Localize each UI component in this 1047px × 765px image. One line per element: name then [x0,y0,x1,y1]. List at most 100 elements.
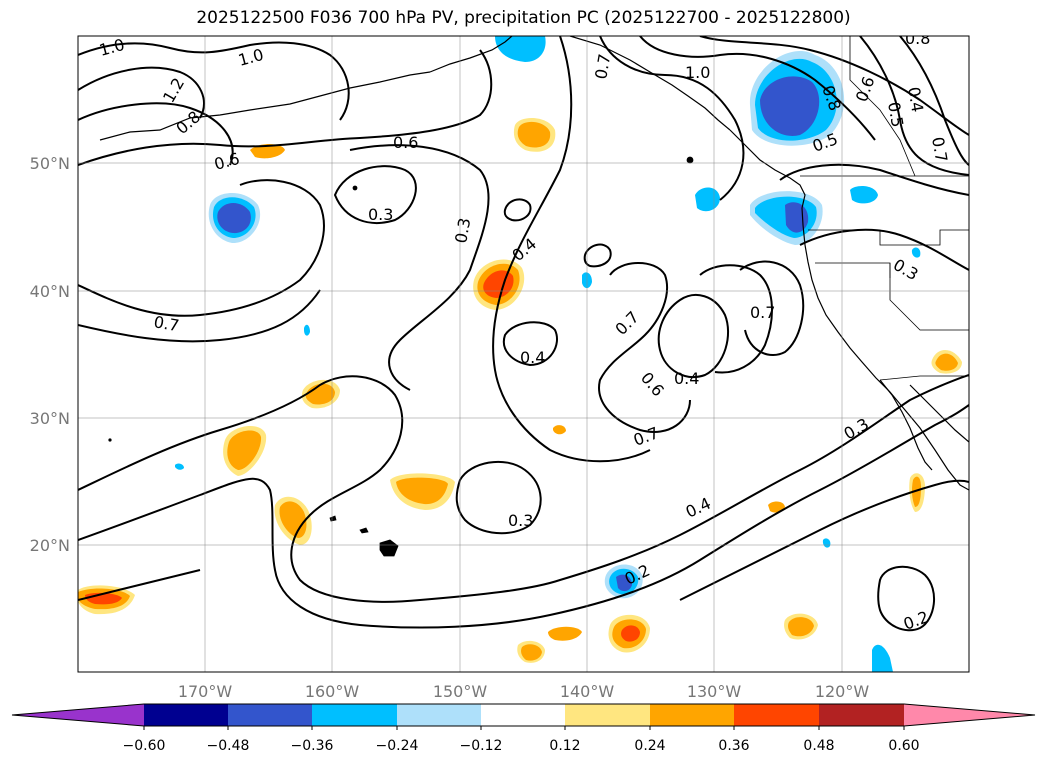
contour-0-3-mid [349,144,490,391]
precip-negative-small-2 [175,463,184,470]
contour-1-0-gulf [599,36,745,201]
precip-positive-141w-12n [548,626,582,641]
contour-small-oval-2 [583,243,612,268]
contour-0-7-center [598,262,691,433]
hawaiian-islands [329,515,399,557]
colorbar-tick-label: −0.24 [376,738,419,754]
contour-0-2-se-line [679,479,969,601]
precip-positive-146w-52n [513,118,556,152]
colorbar-tick-label: 0.36 [718,738,749,754]
contour-label: 0.5 [884,100,907,128]
colorbar-segment [819,704,904,726]
pv-contours [78,36,969,632]
contour-0-6-ne [859,36,969,176]
colorbar-tick-label: −0.48 [207,738,250,754]
aleutian-coast [99,71,431,141]
colorbar-tick-label: −0.60 [123,738,166,754]
colorbar-extend-min [12,704,144,726]
lon-label-120w: 120°W [815,682,870,701]
contour-0-2-subtropic [78,569,201,601]
contour-label: 1.0 [97,35,127,60]
colorbar-segment [312,704,397,726]
precip-negative-small-5 [911,247,921,258]
precip-negative-washington [750,191,823,245]
colorbar-extend-max [904,704,1035,726]
colorbar-tick-label: 0.48 [803,738,834,754]
coastlines [99,36,969,491]
precip-positive-mexico-34n [931,350,962,374]
lat-label-40n: 40°N [30,282,70,301]
lon-label-150w: 150°W [433,682,488,701]
contour-0-6-center [657,294,730,378]
contour-0-7-east [739,260,805,357]
contour-0-4-center-loop [502,321,558,367]
colorbar-segment [481,704,565,726]
contour-1-2-west [78,66,205,119]
precip-positive-123w-13n [784,613,818,640]
precip-positive-167w-29n [223,425,267,476]
lon-label-130w: 130°W [687,682,742,701]
bc-coast [729,129,806,209]
colorbar-segment [565,704,650,726]
colorbar-segment [144,704,228,726]
us-mexico-border [879,375,969,381]
contour-0-7-west [78,179,325,317]
contour-label: 0.7 [928,135,951,163]
precip-positive-150w-25n [390,473,455,510]
contour-0-2-se-loop [877,565,936,632]
islands [108,156,694,557]
contour-0-3-ne [799,228,969,271]
island-dot-1 [352,185,358,191]
colorbar-tick-label: 0.24 [634,738,665,754]
alaska-peninsula-coast [429,36,513,73]
contour-label: 0.8 [905,29,930,48]
lat-label-50n: 50°N [30,154,70,173]
island-dot-2 [686,156,694,164]
lat-label-30n: 30°N [30,409,70,428]
contour-1-0-north [78,41,350,121]
contour-label: 0.4 [674,369,699,388]
map-title: 2025122500 F036 700 hPa PV, precipitatio… [196,8,851,28]
us-west-coast [801,207,969,491]
colorbar-ticks: −0.60 −0.48 −0.36 −0.24 −0.12 0.12 0.24 … [123,738,920,754]
contour-label: 0.4 [520,348,545,367]
colorbar-segments [11,703,1036,730]
colorbar-tick-label: −0.12 [460,738,503,754]
precip-negative-small-3 [304,324,310,336]
contour-label: 1.0 [685,63,710,82]
contour-0-3-center [333,165,417,224]
precip-negative-alaska-panhandle [749,51,845,146]
precipitation-field [78,36,962,672]
contour-0-4-subtropic [78,404,969,629]
contour-0-6-outer [78,49,493,166]
precip-positive-177w-15n [78,585,135,615]
precip-positive-132w-22n [768,501,785,513]
contour-0-4-diag [492,36,651,463]
precip-positive-136w-13n [608,614,650,653]
contour-0-3-subtropic [78,374,969,603]
lon-label-160w: 160°W [305,682,360,701]
map-frame [77,35,970,673]
contour-label: 0.3 [451,216,474,244]
contour-label: 0.7 [152,312,180,335]
colorbar-tick-label: 0.60 [888,738,919,754]
precip-negative-top-148w [495,36,546,62]
precip-positive-142w-29n [553,425,566,435]
contour-0-4-west [78,289,321,343]
colorbar-segment [734,704,819,726]
island-dot-3 [108,438,112,442]
contour-0-8-west [78,102,234,166]
latitude-labels: 50°N 40°N 30°N 20°N [30,154,70,555]
contour-label: 0.3 [508,511,533,530]
colorbar: −0.60 −0.48 −0.36 −0.24 −0.12 0.12 0.24 … [11,703,1036,754]
contour-label: 0.3 [368,205,393,224]
precip-positive-145w-11n [517,640,545,663]
longitude-labels: 170°W 160°W 150°W 140°W 130°W 120°W [178,682,870,701]
contour-0-4-east-loop [699,264,773,374]
canada-province-line [849,36,916,177]
colorbar-segment [650,704,734,726]
precip-negative-140w-17n [604,564,643,599]
colorbar-tick-label: −0.36 [291,738,334,754]
contour-label: 0.7 [750,303,775,322]
